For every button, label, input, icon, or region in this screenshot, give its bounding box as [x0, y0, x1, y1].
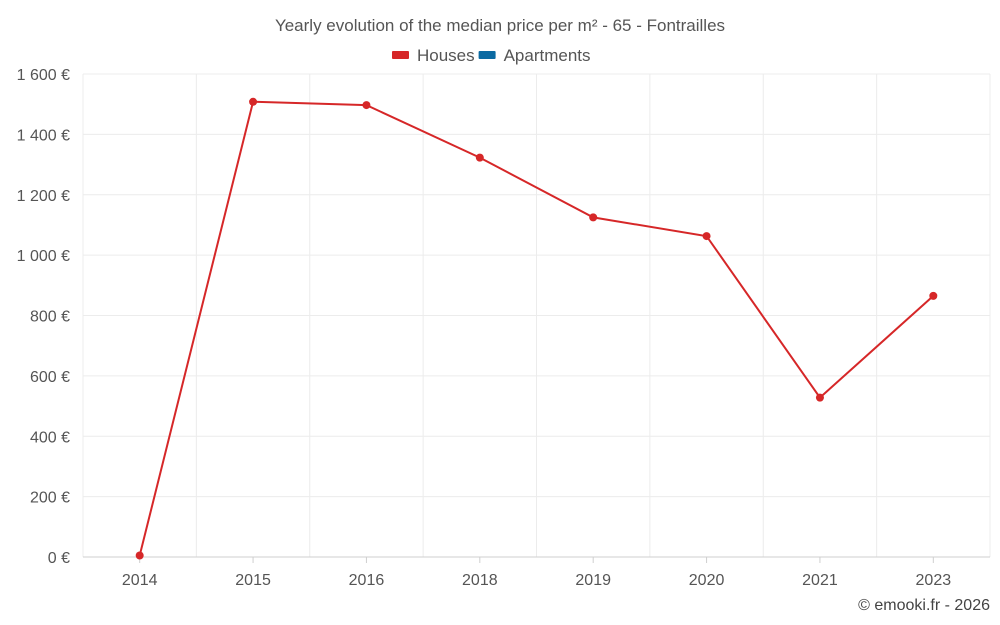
- x-tick-label: 2023: [916, 572, 952, 589]
- legend-swatch-houses: [392, 51, 409, 59]
- y-tick-label: 800 €: [30, 309, 70, 326]
- data-point-houses-2019[interactable]: [589, 213, 598, 222]
- data-point-houses-2020[interactable]: [702, 232, 711, 241]
- x-tick-label: 2014: [122, 572, 158, 589]
- legend-swatch-apartments: [478, 51, 496, 59]
- data-point-houses-2023[interactable]: [929, 291, 938, 300]
- y-tick-label: 400 €: [30, 429, 70, 446]
- x-axis-labels: 2014 2015 2016 2018 2019 2020 2021 2023: [122, 557, 951, 589]
- data-point-houses-2016[interactable]: [362, 101, 371, 110]
- y-tick-label: 600 €: [30, 369, 70, 386]
- y-tick-label: 200 €: [30, 490, 70, 507]
- y-tick-label: 0 €: [48, 550, 70, 567]
- y-tick-label: 1 200 €: [17, 188, 70, 205]
- horizontal-gridlines: [83, 73, 990, 498]
- legend-label-apartments[interactable]: Apartments: [504, 46, 591, 65]
- chart-credit: © emooki.fr - 2026: [858, 597, 990, 614]
- y-tick-label: 1 000 €: [17, 248, 70, 265]
- series-layer: [135, 97, 938, 560]
- legend-label-houses[interactable]: Houses: [417, 46, 475, 65]
- x-tick-label: 2018: [462, 572, 498, 589]
- series-line-houses: [138, 100, 934, 556]
- chart-title: Yearly evolution of the median price per…: [275, 16, 725, 35]
- x-tick-label: 2020: [689, 572, 725, 589]
- y-tick-label: 1 400 €: [17, 127, 70, 144]
- legend: Houses Apartments: [392, 46, 591, 65]
- x-tick-label: 2015: [235, 572, 271, 589]
- data-point-houses-2014[interactable]: [135, 551, 144, 560]
- data-point-houses-2018[interactable]: [475, 153, 484, 162]
- y-tick-label: 1 600 €: [17, 67, 70, 84]
- x-tick-label: 2019: [575, 572, 611, 589]
- y-axis-labels: 0 € 200 € 400 € 600 € 800 € 1 000 € 1 200 € 1 4…: [17, 67, 70, 567]
- data-point-houses-2021[interactable]: [815, 393, 824, 402]
- x-tick-label: 2021: [802, 572, 838, 589]
- data-point-houses-2015[interactable]: [249, 97, 258, 106]
- x-tick-label: 2016: [349, 572, 385, 589]
